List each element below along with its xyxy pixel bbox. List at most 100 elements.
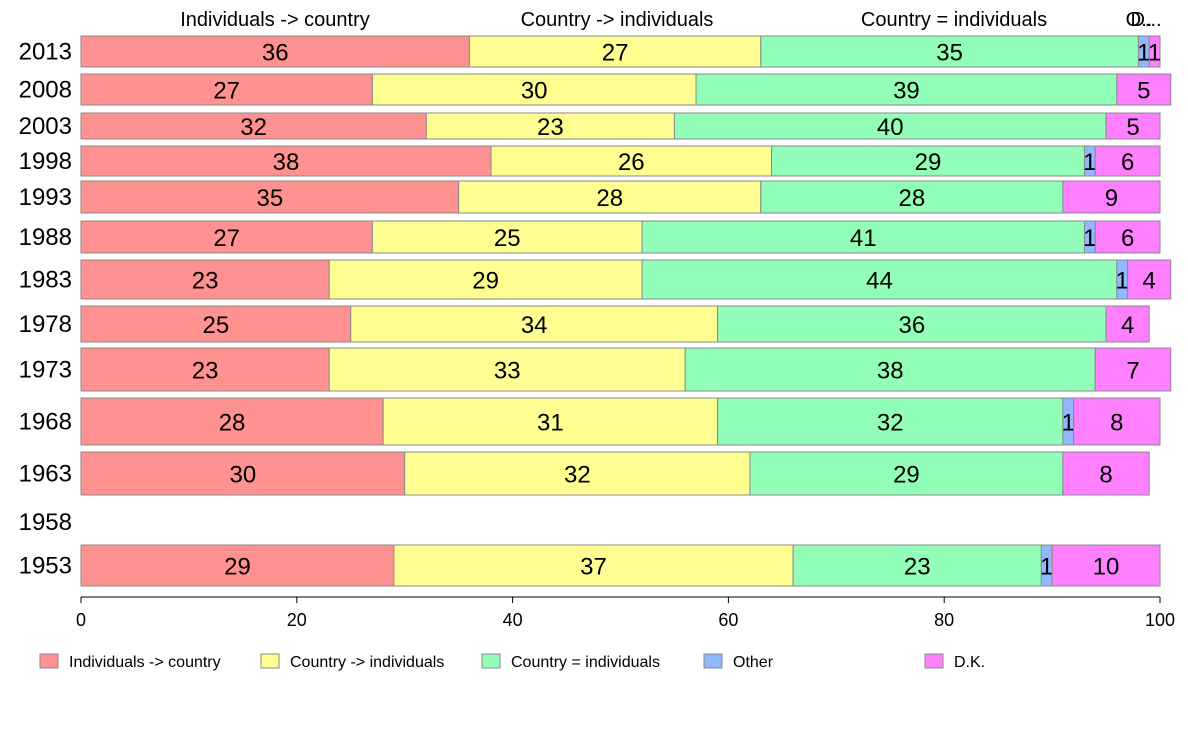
bar-label-1993-series-2: 28 [898, 185, 925, 212]
bar-label-2013-series-1: 27 [602, 40, 629, 67]
year-labels: 2013 2008 2003 1998 1993 1988 1983 1978 1973 1968… [19, 39, 72, 580]
bar-2003-series-0 [80, 112, 427, 140]
year-label-1978: 1978 [19, 311, 72, 338]
year-label-1968: 1968 [19, 409, 72, 436]
bar-label-1983-series-4: 4 [1143, 268, 1156, 295]
bar-1953-series-2 [792, 544, 1042, 587]
bar-label-1978-series-4: 4 [1121, 312, 1134, 339]
bar-1993-series-4 [1062, 180, 1161, 214]
bar-label-1978-series-1: 34 [521, 312, 548, 339]
bar-1998-series-2 [771, 145, 1085, 177]
bar-2008-series-4 [1116, 73, 1172, 106]
column-header-2: Country = individuals [861, 9, 1047, 31]
bar-1983-series-1 [328, 259, 643, 300]
legend-label-4: D.K. [954, 654, 985, 671]
bar-label-1983-series-0: 23 [192, 268, 219, 295]
bar-label-1988-series-2: 41 [850, 225, 877, 252]
bar-2013-series-4 [1148, 35, 1161, 68]
bar-label-1978-series-0: 25 [203, 312, 230, 339]
bar-1993-series-1 [458, 180, 762, 214]
x-tick-label-80: 80 [934, 610, 954, 630]
bar-label-1993-series-4: 9 [1105, 185, 1118, 212]
bar-label-2013-series-2: 35 [936, 40, 963, 67]
bar-label-1993-series-0: 35 [256, 185, 283, 212]
bar-label-1963-series-0: 30 [229, 462, 256, 489]
bar-1968-series-0 [80, 397, 384, 446]
bar-label-1983-series-3: 1 [1116, 268, 1129, 295]
bar-label-1963-series-2: 29 [893, 462, 920, 489]
bar-1973-series-4 [1094, 347, 1172, 392]
bar-1983-series-0 [80, 259, 330, 300]
x-tick-label-60: 60 [718, 610, 738, 630]
bar-label-1973-series-2: 38 [877, 358, 904, 385]
bar-label-1983-series-2: 44 [866, 268, 893, 295]
year-label-2013: 2013 [19, 39, 72, 66]
bar-2003-series-2 [673, 112, 1107, 140]
bar-label-1953-series-4: 10 [1093, 554, 1120, 581]
bar-label-1988-series-4: 6 [1121, 225, 1134, 252]
bar-label-2008-series-0: 27 [213, 78, 240, 105]
bar-label-1973-series-0: 23 [192, 358, 219, 385]
bar-1978-series-1 [350, 305, 719, 343]
bar-1988-series-4 [1094, 220, 1161, 254]
bar-label-1978-series-2: 36 [898, 312, 925, 339]
bar-label-1993-series-1: 28 [596, 185, 623, 212]
legend-label-2: Country = individuals [511, 654, 660, 671]
column-header-0: Individuals -> country [180, 9, 370, 31]
year-label-2008: 2008 [19, 77, 72, 104]
bar-2008-series-1 [371, 73, 697, 106]
year-label-1988: 1988 [19, 224, 72, 251]
bar-2013-series-1 [468, 35, 762, 68]
year-label-1958: 1958 [19, 509, 72, 536]
column-headers: Individuals -> country Country -> individ… [180, 9, 1161, 31]
bar-1953-series-1 [393, 544, 794, 587]
bar-1988-series-0 [80, 220, 373, 254]
column-header-4: D... [1130, 9, 1161, 31]
x-tick-label-40: 40 [503, 610, 523, 630]
bar-label-2008-series-1: 30 [521, 78, 548, 105]
year-label-2003: 2003 [19, 113, 72, 140]
bar-2008-series-2 [695, 73, 1118, 106]
bar-label-1968-series-4: 8 [1110, 410, 1123, 437]
x-axis: 0 20 40 60 80 100 [76, 596, 1175, 630]
bar-label-1973-series-1: 33 [494, 358, 521, 385]
bar-label-2003-series-1: 23 [537, 114, 564, 141]
bar-label-1998-series-2: 29 [915, 149, 942, 176]
bar-1963-series-1 [404, 451, 751, 496]
bar-1963-series-2 [749, 451, 1064, 496]
bar-label-1998-series-0: 38 [273, 149, 300, 176]
bar-1998-series-4 [1094, 145, 1161, 177]
column-header-1: Country -> individuals [521, 9, 714, 31]
bar-1963-series-4 [1062, 451, 1150, 496]
bar-label-2008-series-4: 5 [1137, 78, 1150, 105]
bar-label-1973-series-4: 7 [1126, 358, 1139, 385]
bar-label-1998-series-1: 26 [618, 149, 645, 176]
legend-swatch-1 [260, 653, 280, 669]
legend-swatch-2 [481, 653, 501, 669]
bar-1973-series-1 [328, 347, 686, 392]
legend: Individuals -> country Country -> individ… [39, 653, 985, 671]
bar-1978-series-4 [1105, 305, 1150, 343]
bar-label-1953-series-3: 1 [1040, 554, 1053, 581]
bar-label-1988-series-3: 1 [1083, 225, 1096, 252]
legend-swatch-0 [39, 653, 59, 669]
bar-label-1963-series-4: 8 [1099, 462, 1112, 489]
bar-1968-series-1 [382, 397, 719, 446]
bar-label-2003-series-0: 32 [240, 114, 267, 141]
bar-2003-series-4 [1105, 112, 1161, 140]
bar-1953-series-4 [1051, 544, 1161, 587]
bar-label-1953-series-2: 23 [904, 554, 931, 581]
year-label-1998: 1998 [19, 148, 72, 175]
legend-swatch-3 [703, 653, 723, 669]
bar-label-1968-series-3: 1 [1062, 410, 1075, 437]
bar-label-1968-series-2: 32 [877, 410, 904, 437]
year-label-1993: 1993 [19, 184, 72, 211]
legend-label-1: Country -> individuals [290, 654, 444, 671]
bar-label-1953-series-1: 37 [580, 554, 607, 581]
bar-label-1968-series-1: 31 [537, 410, 564, 437]
bar-1973-series-2 [684, 347, 1096, 392]
bar-1983-series-4 [1127, 259, 1172, 300]
bar-1998-series-1 [490, 145, 773, 177]
